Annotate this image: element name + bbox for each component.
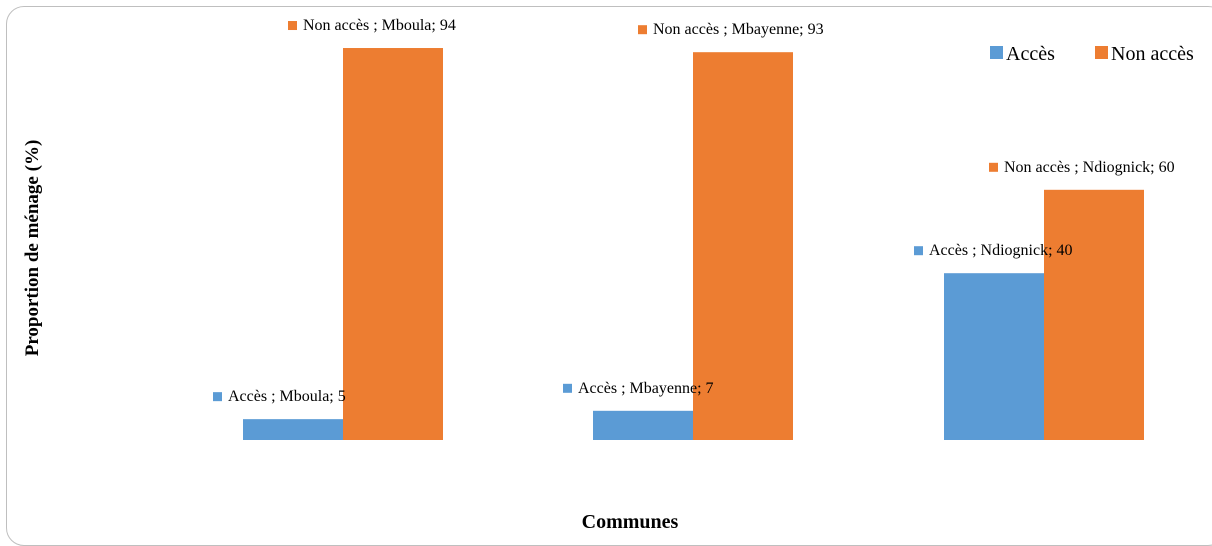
data-label-marker xyxy=(213,392,222,402)
bar-acces-mbayenne xyxy=(593,410,693,440)
bar-non-acces-mbayenne xyxy=(693,52,793,440)
data-label: Non accès ; Mbayenne; 93 xyxy=(653,21,824,38)
data-label-marker xyxy=(914,246,923,256)
data-label: Non accès ; Mboula; 94 xyxy=(303,17,456,34)
y-axis-label: Proportion de ménage (%) xyxy=(22,140,43,357)
data-label: Non accès ; Ndiognick; 60 xyxy=(1004,159,1175,176)
legend-label-acces: Accès xyxy=(1006,43,1055,65)
bar-non-acces-ndiognick xyxy=(1044,189,1144,440)
legend: Accès Non accès xyxy=(990,43,1194,65)
bar-acces-mboula xyxy=(243,419,343,440)
data-label: Accès ; Ndiognick; 40 xyxy=(929,242,1073,259)
bar-acces-ndiognick xyxy=(944,273,1044,440)
data-label: Accès ; Mbayenne; 7 xyxy=(578,380,714,397)
data-label: Accès ; Mboula; 5 xyxy=(228,388,346,405)
data-label-marker xyxy=(288,21,297,31)
data-labels-group: Accès ; Mboula; 5 Accès ; Mbayenne; 7 Accè… xyxy=(213,17,1175,405)
data-label-marker xyxy=(563,383,572,393)
bar-non-acces-mboula xyxy=(343,48,443,441)
data-label-marker xyxy=(638,25,647,35)
legend-label-non-acces: Non accès xyxy=(1111,43,1194,65)
legend-swatch-acces xyxy=(990,46,1003,59)
legend-swatch-non-acces xyxy=(1095,46,1108,59)
bars-group xyxy=(243,48,1144,441)
data-label-marker xyxy=(989,162,998,172)
bar-chart: Proportion de ménage (%) Communes Accès … xyxy=(22,17,1194,533)
x-axis-label: Communes xyxy=(582,511,679,533)
